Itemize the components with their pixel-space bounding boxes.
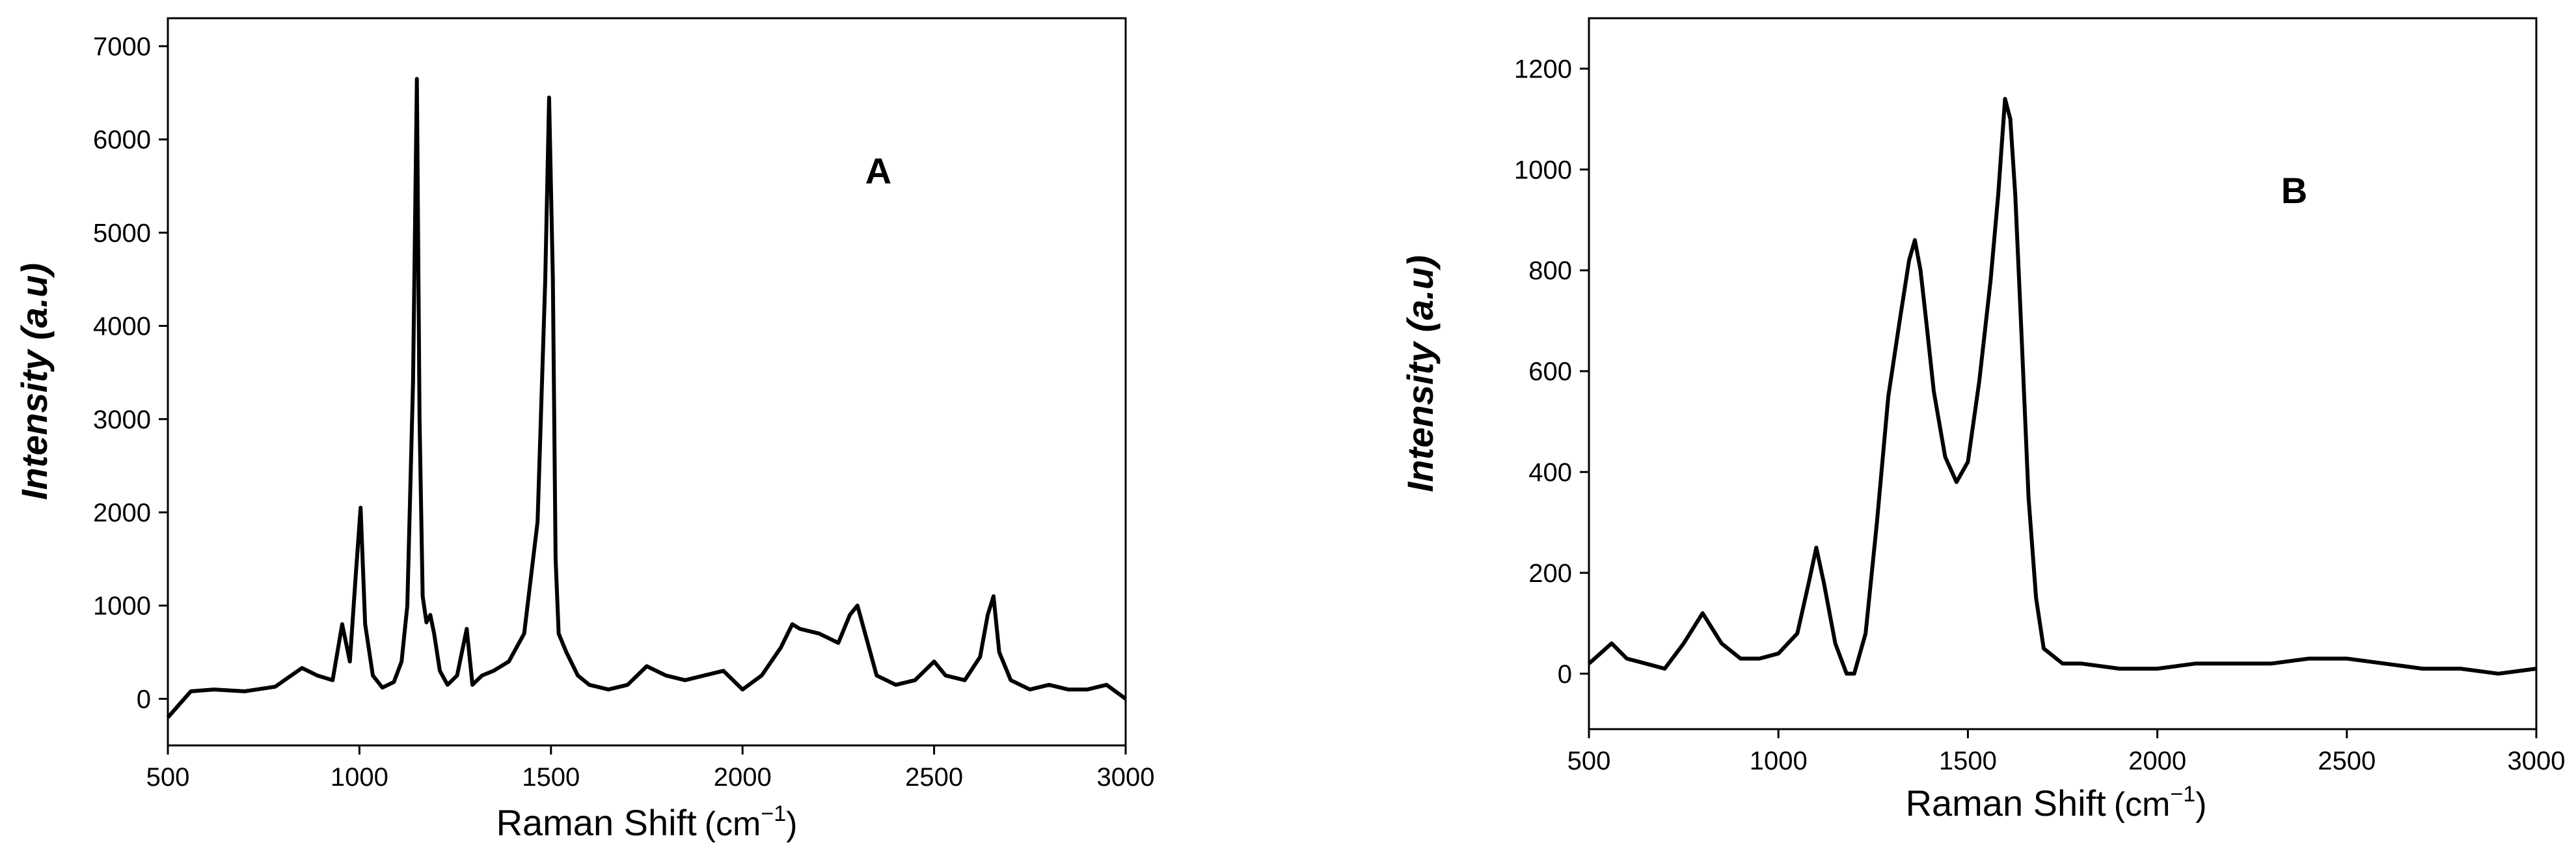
y-tick-label: 600: [1528, 357, 1572, 386]
x-axis-unit-b: (cm: [2114, 786, 2171, 824]
panel-label-b: B: [2281, 170, 2307, 211]
y-ticks-a: 0 1000 2000 3000 4000 5000 6000 7000: [93, 33, 168, 714]
x-ticks-b: 500 1000 1500 2000 2500 3000: [1567, 729, 2566, 775]
y-tick-label: 800: [1528, 257, 1572, 285]
x-tick-label: 2000: [714, 763, 772, 792]
y-ticks-b: 0 200 400 600 800 1000 1200: [1514, 55, 1589, 689]
x-tick-label: 1000: [331, 763, 388, 792]
spectrum-line-b: [1588, 96, 2537, 676]
chart-panel-b: 0 200 400 600 800 1000 1200 500 1000 1500 2000 250…: [1400, 17, 2566, 824]
x-axis-title-a: Raman Shift (cm−1): [496, 801, 798, 843]
y-tick-label: 400: [1528, 458, 1572, 487]
y-tick-label: 1000: [1514, 156, 1572, 184]
x-axis-unit-close-b: ): [2195, 786, 2206, 824]
spectrum-line-a: [166, 77, 1127, 719]
y-axis-title-text-a: Intensity (a.u): [14, 263, 55, 500]
x-tick-label: 1500: [1939, 747, 1997, 775]
y-tick-label: 7000: [93, 33, 151, 61]
y-axis-title-b: Intensity (a.u): [1400, 255, 1441, 492]
panel-label-a: A: [865, 150, 891, 191]
x-tick-label: 2000: [2128, 747, 2186, 775]
x-axis-title-main-b: Raman Shift: [1906, 783, 2107, 824]
x-tick-label: 1000: [1750, 747, 1808, 775]
x-tick-label: 2500: [2318, 747, 2376, 775]
y-tick-label: 2000: [93, 499, 151, 527]
x-axis-unit-a: (cm: [705, 805, 761, 843]
y-tick-label: 6000: [93, 126, 151, 154]
chart-panel-a: 0 1000 2000 3000 4000 5000 6000 7000 500 1000 150…: [14, 17, 1155, 843]
y-tick-label: 3000: [93, 406, 151, 434]
x-axis-title-main-a: Raman Shift: [496, 802, 698, 843]
y-tick-label: 1000: [93, 592, 151, 620]
plot-frame-a: [167, 17, 1127, 747]
x-tick-label: 500: [1567, 747, 1611, 775]
y-axis-title-a: Intensity (a.u): [14, 263, 55, 500]
y-tick-label: 0: [137, 685, 151, 714]
y-tick-label: 4000: [93, 312, 151, 341]
plot-frame-b: [1588, 17, 2538, 730]
x-ticks-a: 500 1000 1500 2000 2500 3000: [146, 745, 1155, 792]
x-tick-label: 3000: [2508, 747, 2566, 775]
x-tick-label: 1500: [522, 763, 580, 792]
x-axis-unit-close-a: ): [786, 805, 797, 843]
y-tick-label: 0: [1558, 660, 1572, 689]
y-tick-label: 1200: [1514, 55, 1572, 83]
y-tick-label: 5000: [93, 219, 151, 247]
x-tick-label: 2500: [905, 763, 963, 792]
x-axis-unit-exponent-a: −1: [761, 801, 786, 826]
x-tick-label: 3000: [1097, 763, 1155, 792]
x-axis-title-b: Raman Shift (cm−1): [1906, 782, 2207, 824]
y-tick-label: 200: [1528, 559, 1572, 588]
x-tick-label: 500: [146, 763, 190, 792]
x-axis-unit-exponent-b: −1: [2170, 782, 2195, 807]
y-axis-title-text-b: Intensity (a.u): [1400, 255, 1441, 492]
